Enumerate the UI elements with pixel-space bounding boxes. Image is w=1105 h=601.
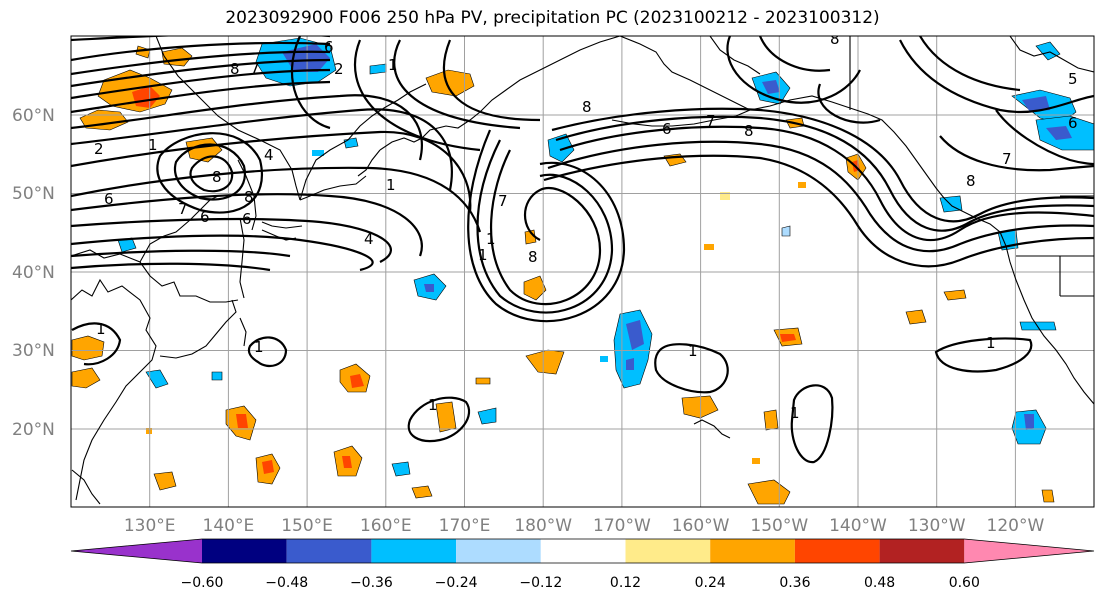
- lon-label: 170°E: [439, 516, 491, 536]
- colorbar-segment: [625, 539, 711, 563]
- contour-label: 6: [200, 208, 210, 226]
- colorbar-segment: [964, 539, 1094, 563]
- contour-label: 8: [744, 122, 754, 140]
- colorbar-tick-label: 0.48: [864, 575, 895, 591]
- contour-label: 7: [178, 200, 188, 218]
- contour-label: 4: [364, 230, 374, 248]
- lat-label: 20°N: [12, 420, 55, 440]
- colorbar-tick-label: −0.12: [519, 575, 562, 591]
- contour-label: 6: [324, 38, 334, 56]
- lon-label: 120°W: [987, 516, 1045, 536]
- contour-label: 1: [790, 404, 800, 422]
- colorbar-segment: [371, 539, 457, 563]
- lon-label: 150°E: [281, 516, 333, 536]
- lat-label: 30°N: [12, 341, 55, 361]
- contour-label: 8: [244, 188, 254, 206]
- pv-contours: [71, 36, 1094, 464]
- contour-label: 1: [96, 320, 106, 338]
- contour-label: 2: [94, 140, 104, 158]
- colorbar-tick-label: 0.12: [610, 575, 641, 591]
- colorbar-segment: [710, 539, 795, 563]
- contour-label: 7: [706, 112, 716, 130]
- contour-label: 2: [334, 60, 344, 78]
- lon-label: 130°E: [124, 516, 176, 536]
- map-plot-area: 8 7 6 2 1 2 1 6 8 6 8 4 7 6 4 1 1 8 1 6 …: [71, 30, 1094, 507]
- contour-label: 8: [212, 168, 222, 186]
- contour-label: 7: [250, 60, 260, 78]
- contour-label: 4: [264, 146, 274, 164]
- colorbar-tick-label: −0.60: [181, 575, 224, 591]
- colorbar: −0.60 −0.48 −0.36 −0.24 −0.12 0.12 0.24 …: [70, 538, 1095, 591]
- colorbar-tick-label: −0.36: [350, 575, 393, 591]
- lon-label: 150°W: [750, 516, 808, 536]
- colorbar-segment: [202, 539, 287, 563]
- longitude-labels: 130°E 140°E 150°E 160°E 170°E 180°W 170°…: [124, 516, 1045, 536]
- precipitation-shading: [71, 37, 1094, 505]
- contour-label: 1: [986, 334, 996, 352]
- lon-label: 130°W: [908, 516, 966, 536]
- contour-label: 8: [230, 60, 240, 78]
- colorbar-segment: [71, 539, 202, 563]
- contour-label: 1: [486, 230, 496, 248]
- contour-label: 6: [662, 120, 672, 138]
- coastlines: [71, 36, 1094, 505]
- contour-label: 1: [254, 338, 264, 356]
- contour-label: 7: [1002, 150, 1012, 168]
- contour-label: 1: [388, 56, 398, 74]
- contour-label: 1: [688, 342, 698, 360]
- lat-label: 40°N: [12, 263, 55, 283]
- colorbar-segment: [540, 539, 626, 563]
- graticule: [71, 36, 1094, 507]
- lon-label: 140°E: [203, 516, 255, 536]
- colorbar-tick-label: 0.60: [949, 575, 980, 591]
- colorbar-tick-label: 0.24: [695, 575, 726, 591]
- lon-label: 160°E: [360, 516, 412, 536]
- contour-label: 1: [428, 396, 438, 414]
- colorbar-tick-label: −0.48: [265, 575, 308, 591]
- contour-label: 6: [242, 210, 252, 228]
- latitude-labels: 60°N 50°N 40°N 30°N 20°N: [12, 106, 55, 440]
- contour-label: 1: [478, 246, 488, 264]
- colorbar-segment: [794, 539, 880, 563]
- contour-label: 8: [830, 30, 840, 48]
- lon-label: 180°W: [514, 516, 572, 536]
- map-frame: [70, 35, 1095, 508]
- contour-label: 6: [1068, 114, 1078, 132]
- colorbar-tick-label: −0.24: [435, 575, 478, 591]
- contour-label: 8: [528, 248, 538, 266]
- colorbar-segment: [879, 539, 965, 563]
- lat-label: 60°N: [12, 106, 55, 126]
- colorbar-segment: [456, 539, 541, 563]
- lon-label: 160°W: [672, 516, 730, 536]
- lat-label: 50°N: [12, 184, 55, 204]
- colorbar-tick-label: 0.36: [779, 575, 810, 591]
- colorbar-outline: [70, 538, 1095, 564]
- lon-label: 140°W: [829, 516, 887, 536]
- colorbar-segment: [286, 539, 372, 563]
- contour-label: 5: [1068, 70, 1078, 88]
- contour-label: 6: [104, 190, 114, 208]
- contour-label: 1: [148, 136, 158, 154]
- map-title: 2023092900 F006 250 hPa PV, precipitatio…: [225, 8, 880, 28]
- contour-label: 1: [386, 176, 396, 194]
- contour-label: 7: [498, 192, 508, 210]
- contour-label: 8: [582, 98, 592, 116]
- contour-labels: 8 7 6 2 1 2 1 6 8 6 8 4 7 6 4 1 1 8 1 6 …: [94, 30, 1078, 422]
- contour-label: 8: [966, 172, 976, 190]
- lon-label: 170°W: [593, 516, 651, 536]
